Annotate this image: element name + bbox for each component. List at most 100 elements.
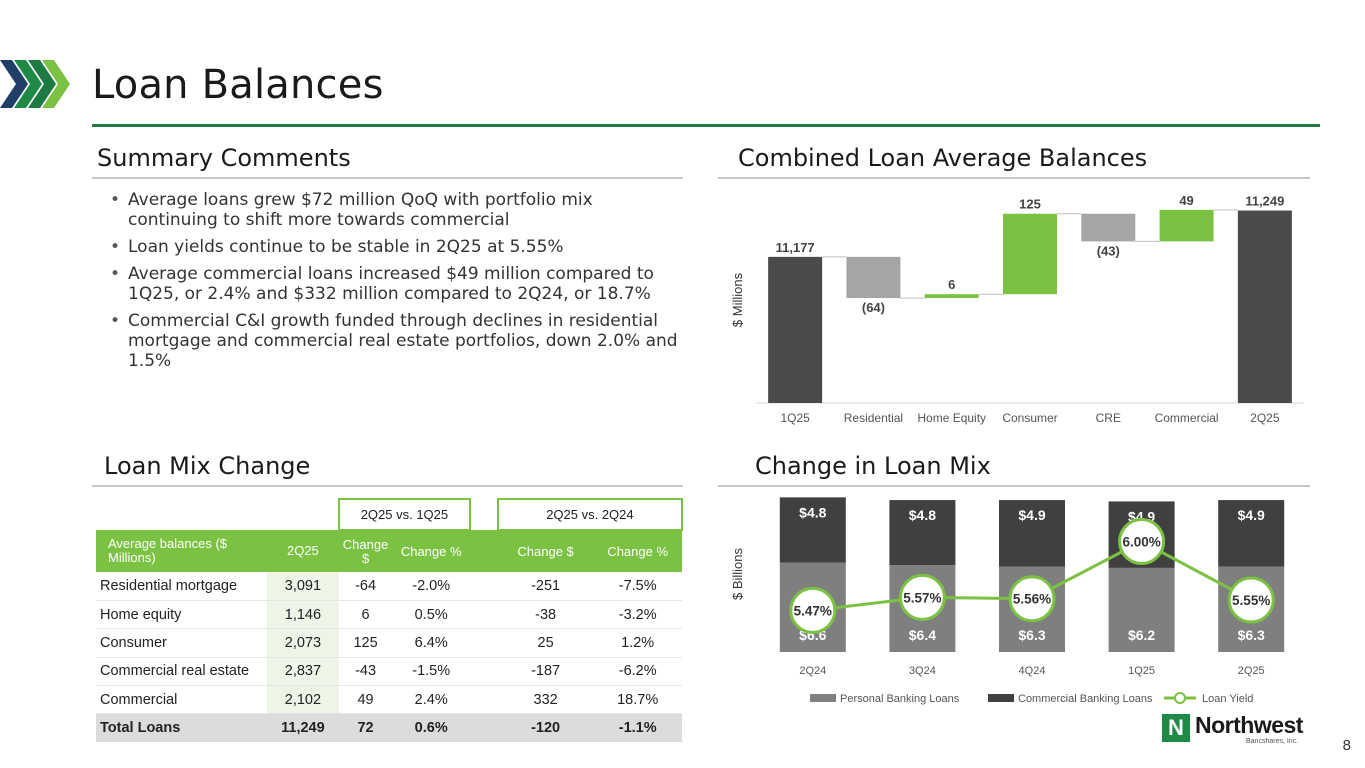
y-axis-label: $ Billions [730, 547, 745, 600]
loan-yield-marker [1227, 576, 1275, 624]
table-cell: -3.2% [593, 600, 682, 630]
loan-mix-chart-divider [718, 485, 1310, 487]
x-tick-label: 4Q24 [1019, 665, 1046, 677]
summary-bullet: Loan yields continue to be stable in 2Q2… [108, 237, 683, 257]
column-header: 2Q25 [267, 530, 339, 572]
table-cell: 6.4% [392, 628, 471, 658]
table-cell: 1.2% [593, 628, 682, 658]
loan-yield-label: 6.00% [1122, 535, 1160, 550]
logo-chevrons-icon [0, 60, 70, 108]
legend-label: Loan Yield [1202, 693, 1253, 705]
loan-yield-label: 5.57% [903, 590, 941, 605]
table-cell: -38 [497, 600, 594, 630]
data-label: 11,249 [1245, 194, 1284, 209]
personal-value-label: $6.2 [1128, 627, 1155, 643]
loan-mix-table: 2Q25 vs. 1Q25 2Q25 vs. 2Q24 Average bala… [96, 498, 684, 743]
table-cell: 2,073 [267, 628, 339, 658]
x-tick-label: 3Q24 [909, 665, 936, 677]
x-tick-label: 1Q25 [1128, 665, 1155, 677]
northwest-logo: N Northwest Bancshares, Inc. [1162, 712, 1303, 748]
table-cell: 49 [338, 685, 393, 715]
column-header: Change % [593, 530, 682, 572]
waterfall-bar [1237, 210, 1292, 403]
table-cell: -43 [338, 657, 393, 687]
table-cell: -7.5% [593, 572, 682, 601]
loan-yield-marker [789, 586, 837, 634]
waterfall-bar [924, 294, 979, 299]
loan-mix-divider [92, 485, 683, 487]
legend-swatch-yield-marker [1174, 692, 1186, 704]
x-tick-label: Commercial [1155, 411, 1219, 425]
title-divider [92, 124, 1320, 127]
table-cell: 6 [338, 600, 393, 630]
loan-mix-chart: $ Billions$6.6$4.82Q24$6.4$4.83Q24$6.3$4… [730, 497, 1285, 705]
data-label: (64) [862, 300, 885, 315]
x-tick-label: 1Q25 [780, 411, 810, 425]
commercial-loans-bar [1218, 500, 1285, 567]
personal-value-label: $6.3 [1238, 627, 1265, 643]
legend-label: Commercial Banking Loans [1018, 693, 1153, 705]
x-tick-label: Home Equity [917, 411, 986, 425]
table-row: Commercial 2,102 49 2.4% 332 18.7% [96, 685, 682, 715]
row-label: Commercial [96, 685, 268, 715]
row-label: Residential mortgage [96, 572, 268, 601]
table-cell: 3,091 [267, 572, 339, 601]
table-row: Consumer 2,073 125 6.4% 25 1.2% [96, 628, 682, 658]
data-label: 11,177 [776, 240, 815, 255]
table-cell: 72 [338, 713, 393, 743]
waterfall-bar [1081, 213, 1136, 242]
table-cell: -120 [497, 713, 594, 743]
waterfall-divider [718, 177, 1310, 179]
y-axis-label: $ Millions [730, 272, 745, 327]
table-cell: 25 [497, 628, 594, 658]
column-header: Change % [392, 530, 471, 572]
table-cell: 11,249 [267, 713, 339, 743]
group-header-yoy: 2Q25 vs. 2Q24 [496, 498, 684, 531]
logo-name: Northwest [1195, 712, 1303, 738]
x-tick-label: Consumer [1002, 411, 1057, 425]
loan-yield-marker [898, 573, 946, 621]
commercial-loans-bar [889, 500, 956, 566]
legend-label: Personal Banking Loans [840, 693, 960, 705]
summary-divider [92, 177, 683, 179]
table-total-row: Total Loans 11,249 72 0.6% -120 -1.1% [96, 713, 682, 743]
waterfall-chart: $ Millions 11,177 1Q25 (64) Residential 6 Home… [730, 193, 1304, 425]
data-label: 6 [948, 277, 955, 292]
data-label: 125 [1019, 197, 1041, 212]
table-cell: -64 [338, 572, 393, 601]
table-cell: 332 [497, 685, 594, 715]
table-cell: 125 [338, 628, 393, 658]
loan-yield-marker [1008, 575, 1056, 623]
waterfall-bar [846, 256, 901, 299]
waterfall-bar [1159, 209, 1214, 242]
page-title: Loan Balances [92, 62, 384, 108]
commercial-value-label: $4.9 [1238, 507, 1265, 523]
table-cell: 2,837 [267, 657, 339, 687]
personal-value-label: $6.4 [909, 627, 936, 643]
table-cell: -251 [497, 572, 594, 601]
x-tick-label: Residential [844, 411, 903, 425]
commercial-loans-bar [779, 497, 846, 563]
loan-yield-label: 5.47% [794, 603, 832, 618]
waterfall-title: Combined Loan Average Balances [738, 144, 1148, 172]
summary-bullet: Average loans grew $72 million QoQ with … [108, 190, 683, 230]
data-label: (43) [1097, 243, 1120, 258]
table-cell: -187 [497, 657, 594, 687]
legend-swatch-commercial [988, 694, 1014, 702]
loan-yield-label: 5.56% [1013, 592, 1051, 607]
summary-title: Summary Comments [97, 144, 351, 172]
commercial-value-label: $4.8 [909, 507, 936, 523]
commercial-value-label: $4.9 [1018, 507, 1045, 523]
x-tick-label: 2Q25 [1250, 411, 1280, 425]
table-cell: 2,102 [267, 685, 339, 715]
table-cell: 0.6% [392, 713, 471, 743]
table-row: Commercial real estate 2,837 -43 -1.5% -187-… [96, 657, 682, 687]
personal-value-label: $6.3 [1018, 627, 1045, 643]
table-cell: -6.2% [593, 657, 682, 687]
column-header: Change $ [497, 530, 594, 572]
commercial-value-label: $4.8 [799, 504, 826, 520]
waterfall-bar [768, 256, 823, 403]
table-cell: 18.7% [593, 685, 682, 715]
commercial-loans-bar [999, 500, 1065, 567]
summary-bullets: Average loans grew $72 million QoQ with … [108, 190, 683, 378]
